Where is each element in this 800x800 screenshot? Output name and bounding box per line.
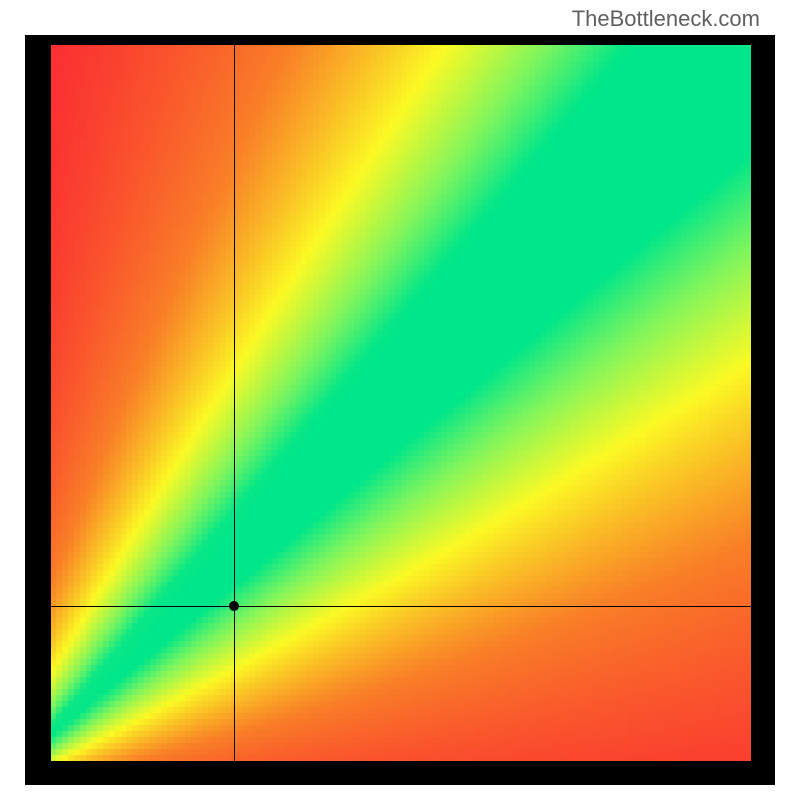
marker-dot <box>229 601 239 611</box>
crosshair-horizontal <box>51 606 751 607</box>
crosshair-vertical <box>234 45 235 761</box>
heatmap-canvas <box>51 45 751 761</box>
plot-area <box>51 45 751 761</box>
watermark-text: TheBottleneck.com <box>572 6 760 32</box>
chart-frame <box>25 35 775 785</box>
page-container: TheBottleneck.com <box>0 0 800 800</box>
